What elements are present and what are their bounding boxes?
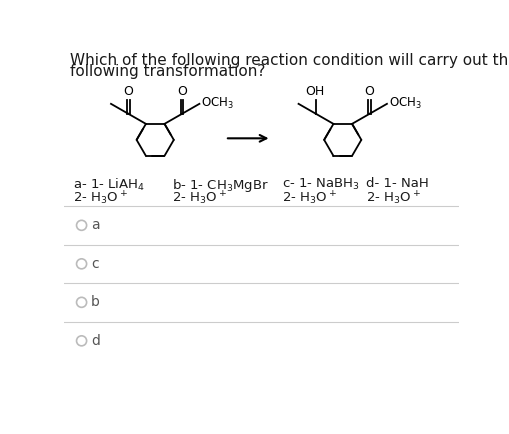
Text: 2- H$_3$O$^+$: 2- H$_3$O$^+$: [282, 189, 336, 207]
Text: OH: OH: [304, 85, 323, 98]
Text: OCH$_3$: OCH$_3$: [388, 96, 420, 112]
Text: 2- H$_3$O$^+$: 2- H$_3$O$^+$: [73, 189, 128, 207]
Text: following transformation?: following transformation?: [70, 64, 265, 79]
Text: a: a: [91, 218, 99, 232]
Text: c- 1- NaBH$_3$: c- 1- NaBH$_3$: [282, 177, 360, 192]
Text: c: c: [91, 257, 98, 271]
Text: O: O: [123, 85, 133, 98]
Text: O: O: [177, 85, 186, 98]
Text: 2- H$_3$O$^+$: 2- H$_3$O$^+$: [172, 189, 227, 207]
Text: a- 1- LiAH$_4$: a- 1- LiAH$_4$: [73, 177, 145, 193]
Text: Which of the following reaction condition will carry out the: Which of the following reaction conditio…: [70, 53, 509, 68]
Text: d- 1- NaH: d- 1- NaH: [365, 177, 428, 190]
Text: 2- H$_3$O$^+$: 2- H$_3$O$^+$: [365, 189, 420, 207]
Text: OCH$_3$: OCH$_3$: [201, 96, 234, 112]
Text: O: O: [364, 85, 374, 98]
Text: b- 1- CH$_3$MgBr: b- 1- CH$_3$MgBr: [172, 177, 269, 194]
Text: d: d: [91, 334, 100, 348]
Text: b: b: [91, 295, 100, 309]
